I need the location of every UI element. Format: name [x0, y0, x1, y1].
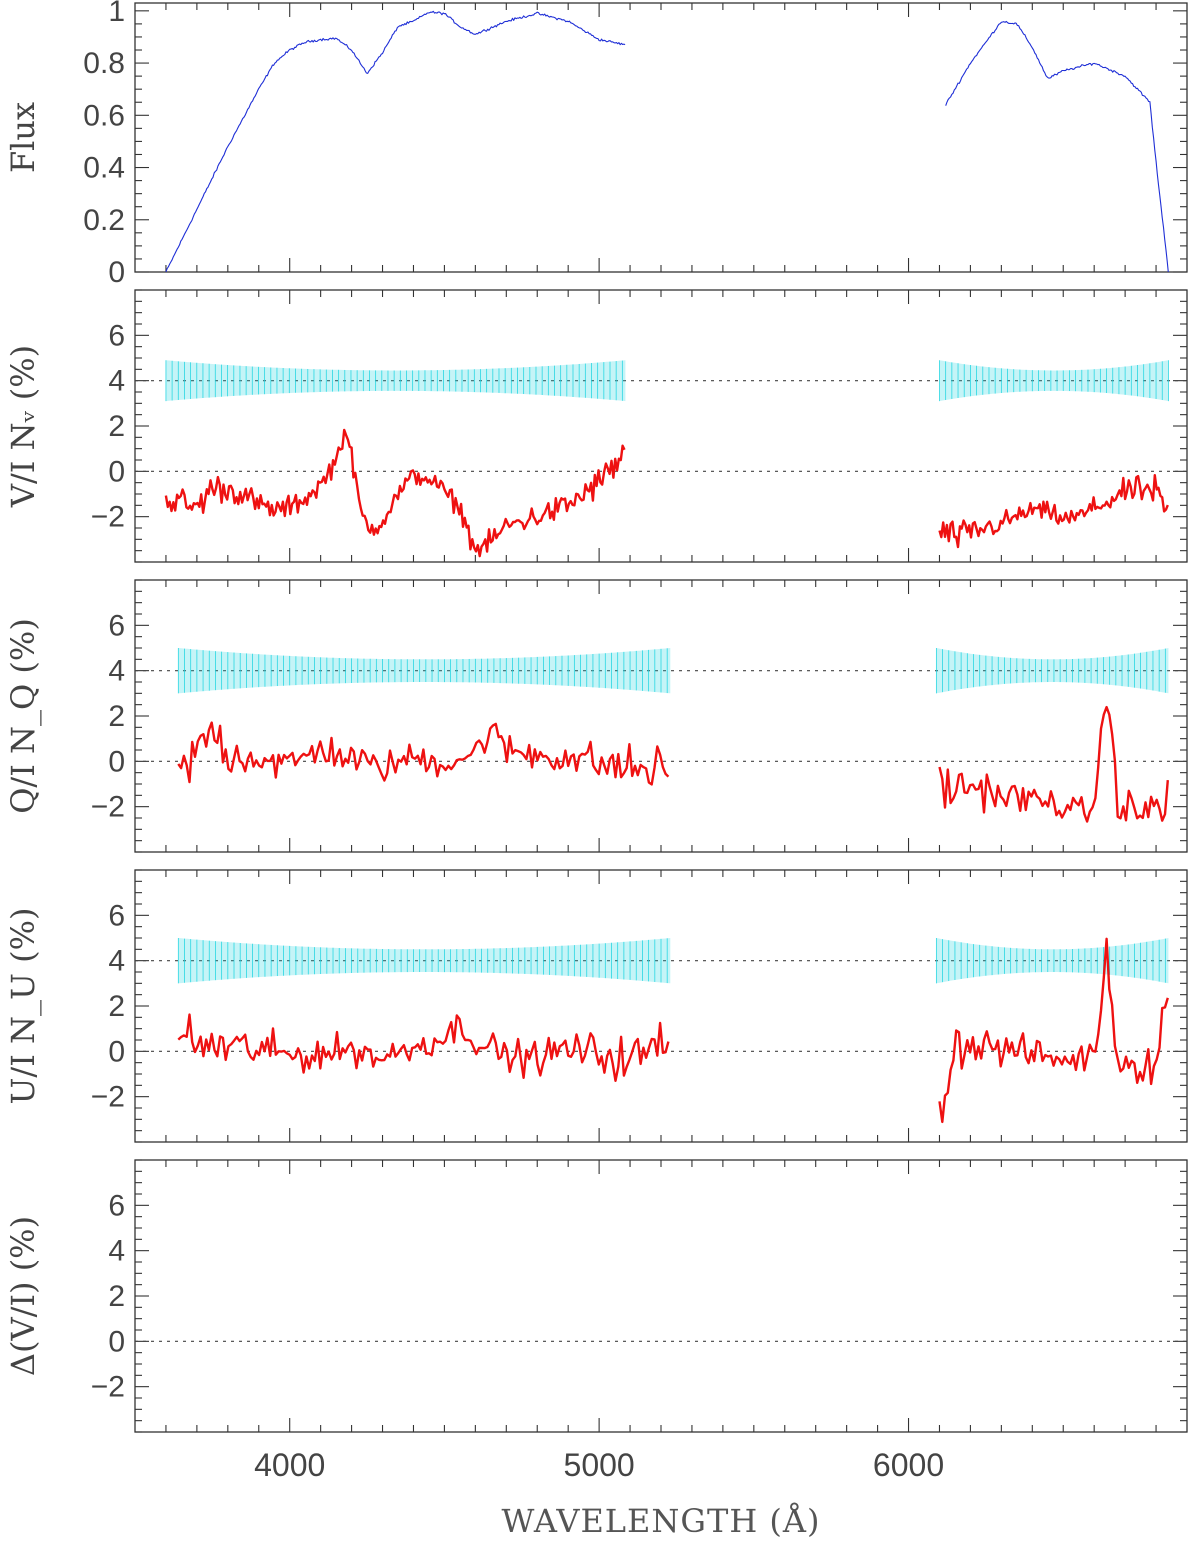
y-tick-label: 4	[108, 365, 125, 398]
y-tick-label: −2	[91, 791, 125, 824]
y-tick-label: −2	[91, 1371, 125, 1404]
y-tick-label: 1	[108, 0, 125, 28]
y-tick-label: 4	[108, 655, 125, 688]
y-axis-label: Flux	[4, 102, 42, 173]
y-tick-label: 2	[108, 990, 125, 1023]
y-tick-label: 0	[108, 745, 125, 778]
y-tick-label: 4	[108, 1235, 125, 1268]
panel-u: −2 0 2 4 6 U/I N_U (%)	[4, 869, 1188, 1143]
x-axis-label: WAVELENGTH (Å)	[502, 1502, 821, 1540]
panel-q: −2 0 2 4 6 Q/I N_Q (%)	[4, 579, 1188, 853]
y-tick-label: −2	[91, 1081, 125, 1114]
y-tick-label: 6	[108, 1189, 125, 1222]
y-tick-label: 0.2	[83, 204, 125, 237]
x-tick-label: 4000	[254, 1447, 325, 1483]
error-band	[178, 938, 671, 984]
error-band	[939, 360, 1169, 402]
panel-v: −2 0 2 4 6 V/I Nᵥ (%)	[4, 289, 1188, 563]
series-line-red	[938, 937, 1169, 1124]
panel-flux: 0 0.2 0.4 0.6 0.8 1 Flux	[4, 0, 1188, 289]
error-band	[936, 648, 1169, 694]
y-tick-label: 0	[108, 455, 125, 488]
y-tick-label: 0	[108, 1325, 125, 1358]
error-band	[178, 648, 671, 694]
series-line-red	[938, 474, 1169, 549]
y-axis-label: Q/I N_Q (%)	[4, 618, 42, 814]
series-line-red	[177, 1013, 670, 1082]
y-tick-label: 6	[108, 609, 125, 642]
y-tick-label: 6	[108, 319, 125, 352]
y-axis-label: Δ(V/I) (%)	[4, 1216, 42, 1376]
series-line-red	[177, 721, 670, 786]
y-tick-label: 2	[108, 410, 125, 443]
y-tick-label: 2	[108, 1280, 125, 1313]
y-tick-label: 6	[108, 899, 125, 932]
y-tick-label: 0.8	[83, 47, 125, 80]
series-line-red	[938, 705, 1169, 823]
series-line-red	[164, 428, 626, 558]
series-line-blue	[165, 10, 626, 272]
y-tick-label: −2	[91, 501, 125, 534]
panel-dv: −2 0 2 4 6 Δ(V/I) (%)	[4, 1159, 1188, 1433]
panel-frame	[134, 289, 1188, 563]
panel-frame	[134, 579, 1188, 853]
y-tick-label: 4	[108, 945, 125, 978]
y-tick-label: 0.4	[83, 152, 125, 185]
y-tick-label: 2	[108, 700, 125, 733]
y-axis-label: V/I Nᵥ (%)	[4, 345, 42, 508]
y-axis-label: U/I N_U (%)	[4, 907, 42, 1104]
error-band	[165, 360, 626, 402]
x-tick-label: 5000	[564, 1447, 635, 1483]
y-tick-label: 0.6	[83, 99, 125, 132]
panel-frame	[134, 1159, 1188, 1433]
panel-frame	[134, 869, 1188, 1143]
error-band	[936, 938, 1169, 984]
y-tick-label: 0	[108, 256, 125, 289]
x-tick-label: 6000	[873, 1447, 944, 1483]
y-tick-label: 0	[108, 1035, 125, 1068]
series-line-blue	[945, 20, 1169, 272]
